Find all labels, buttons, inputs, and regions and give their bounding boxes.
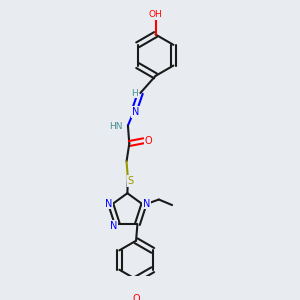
Text: O: O — [132, 294, 140, 300]
Text: N: N — [143, 199, 150, 209]
Text: OH: OH — [148, 10, 162, 19]
Text: S: S — [128, 176, 134, 186]
Text: N: N — [105, 199, 112, 209]
Text: HN: HN — [110, 122, 123, 131]
Text: O: O — [145, 136, 152, 146]
Text: N: N — [110, 220, 118, 231]
Text: N: N — [132, 107, 139, 117]
Text: H: H — [131, 88, 138, 98]
